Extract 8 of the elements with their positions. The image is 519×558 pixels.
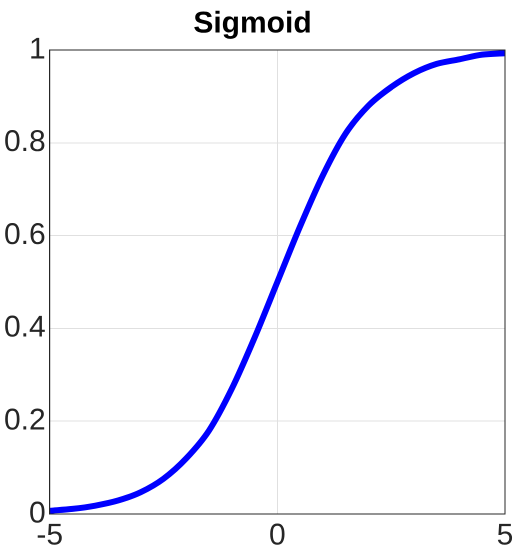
x-tick-label: 0 <box>269 518 286 552</box>
chart-title: Sigmoid <box>193 6 312 40</box>
x-tick-label: 5 <box>496 518 514 552</box>
y-tick-label: 0.4 <box>4 310 46 344</box>
y-tick-label: 0.2 <box>4 403 46 436</box>
y-tick-label: 0.6 <box>4 218 46 251</box>
y-tick-label: 1 <box>29 32 46 66</box>
y-tick-label: 0.8 <box>4 125 46 158</box>
